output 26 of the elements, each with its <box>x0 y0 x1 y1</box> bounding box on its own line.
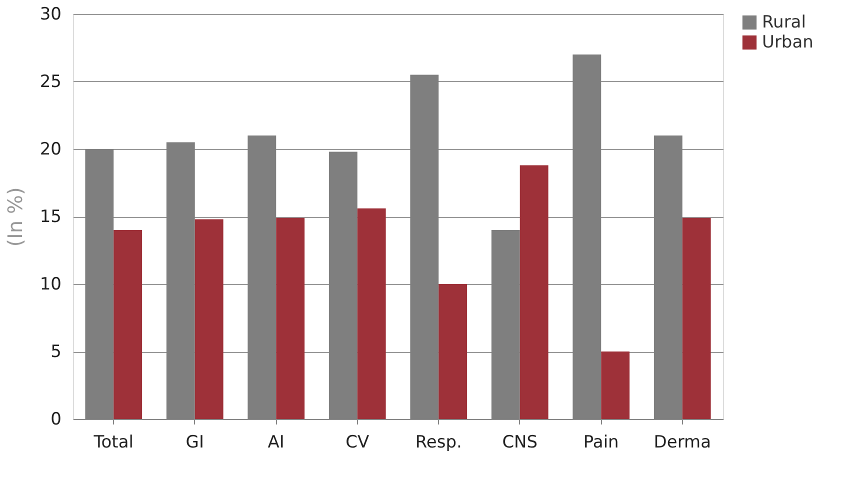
bar <box>601 352 630 419</box>
bar <box>194 219 224 419</box>
y-tick-label: 20 <box>40 140 62 160</box>
legend-label: Rural <box>762 12 806 32</box>
bar <box>276 218 305 419</box>
y-tick-label: 15 <box>40 207 62 227</box>
x-tick-label: Total <box>92 432 134 452</box>
x-tick-label: GI <box>186 432 204 452</box>
y-tick-label: 25 <box>40 72 62 92</box>
y-tick-label: 5 <box>50 342 62 362</box>
bar <box>682 218 711 419</box>
bar <box>438 284 468 419</box>
x-tick-label: Resp. <box>415 432 462 452</box>
x-tick-label: Derma <box>654 432 711 452</box>
bar <box>357 208 386 419</box>
x-tick-label: AI <box>268 432 284 452</box>
bar <box>520 165 548 419</box>
x-tick-label: CV <box>346 432 370 452</box>
y-tick-label: 10 <box>40 274 62 294</box>
y-tick-label: 0 <box>50 410 62 430</box>
legend-label: Urban <box>762 32 814 52</box>
bar <box>114 230 142 419</box>
x-tick-label: Pain <box>583 432 619 452</box>
y-tick-label: 30 <box>40 4 62 24</box>
y-axis-title: (In %) <box>2 187 27 247</box>
x-tick-label: CNS <box>502 432 538 452</box>
